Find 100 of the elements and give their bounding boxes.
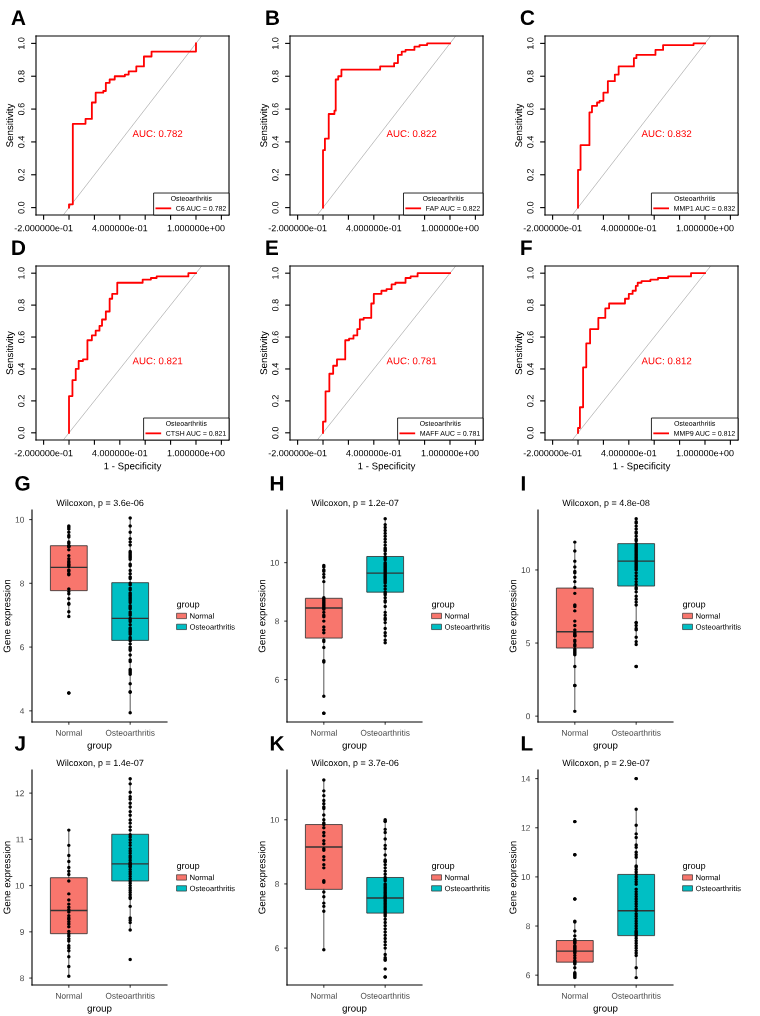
legend-title: group bbox=[342, 1006, 367, 1014]
y-axis-title: Gene expression bbox=[258, 579, 268, 653]
chart-title: J bbox=[14, 736, 25, 751]
y-tick-label: 0.8 bbox=[527, 70, 534, 83]
y-tick-label: 0.2 bbox=[527, 168, 534, 181]
x-tick-label: -2.000000e-01 bbox=[14, 224, 73, 232]
y-tick-label: 0.4 bbox=[272, 362, 279, 375]
chart-title: D bbox=[12, 240, 26, 255]
x-tick-label: 1.000000e+00 bbox=[167, 449, 225, 457]
x-tick-label: -2.000000e-01 bbox=[523, 449, 582, 457]
y-tick-label: 1.0 bbox=[18, 37, 25, 49]
x-tick-label: Osteoarthritis bbox=[360, 729, 410, 736]
text: Wilcoxon, p = 3.7e-06 bbox=[311, 759, 399, 768]
y-tick-label: 1.0 bbox=[18, 267, 25, 279]
y-tick-label: 0.2 bbox=[18, 395, 25, 407]
annotation: AUC: 0.822 bbox=[386, 130, 437, 138]
x-tick-label: Normal bbox=[56, 729, 82, 736]
text: Wilcoxon, p = 2.9e-07 bbox=[562, 759, 650, 768]
y-tick-label: 0.8 bbox=[18, 299, 25, 312]
y-axis-title: Sensitivity bbox=[6, 103, 16, 147]
y-tick-label: 0.2 bbox=[272, 395, 279, 407]
x-axis-title: group bbox=[431, 864, 455, 871]
y-tick-label: 0.6 bbox=[18, 103, 25, 115]
y-tick-label: 0.6 bbox=[18, 331, 25, 343]
y-tick-label: 8 bbox=[20, 975, 24, 982]
y-tick-label: 10 bbox=[521, 567, 531, 574]
chart-title: F bbox=[521, 240, 532, 255]
x-tick-label: 1.000000e+00 bbox=[167, 224, 225, 232]
x-tick-label: 1.000000e+00 bbox=[676, 449, 734, 457]
y-tick-label: 6 bbox=[275, 945, 279, 952]
y-tick-label: 0.6 bbox=[272, 103, 279, 115]
y-tick-label: 11 bbox=[16, 836, 24, 843]
y-tick-label: 0.0 bbox=[527, 201, 534, 214]
y-tick-label: 0.4 bbox=[527, 135, 534, 148]
annotation: AUC: 0.832 bbox=[641, 130, 692, 138]
x-tick-label: -2.000000e-01 bbox=[268, 224, 327, 232]
x-tick-label: -2.000000e-01 bbox=[523, 224, 582, 232]
y-axis-title: Sensitivity bbox=[260, 103, 270, 147]
y-tick-label: 0.0 bbox=[272, 201, 279, 214]
annotation: AUC: 0.782 bbox=[132, 130, 183, 138]
x-axis-title: 1 - Specificity bbox=[613, 462, 671, 472]
chart-title: H bbox=[270, 476, 284, 491]
x-tick-label: Osteoarthritis bbox=[360, 992, 410, 999]
y-axis-title: Gene expression bbox=[258, 841, 268, 914]
legend-title: group bbox=[87, 743, 112, 751]
y-tick-label: 0.4 bbox=[527, 362, 534, 375]
y-tick-label: 14 bbox=[521, 775, 531, 782]
chart-title: C bbox=[520, 10, 535, 26]
chart-title: B bbox=[266, 10, 280, 25]
x-tick-label: 4.000000e-01 bbox=[92, 224, 148, 232]
x-tick-label: Normal bbox=[311, 729, 337, 736]
y-tick-label: 0.4 bbox=[18, 362, 25, 375]
y-tick-label: 0.2 bbox=[18, 168, 25, 181]
x-axis-title: 1 - Specificity bbox=[358, 462, 416, 472]
y-tick-label: 10 bbox=[15, 516, 25, 523]
legend-title: group bbox=[342, 743, 367, 751]
y-tick-label: 6 bbox=[526, 972, 530, 979]
y-axis-title: Sensitivity bbox=[515, 331, 525, 375]
y-tick-label: 10 bbox=[521, 874, 531, 880]
y-tick-label: 0.2 bbox=[272, 168, 279, 181]
y-tick-label: 0.2 bbox=[527, 395, 534, 407]
x-axis-title: group bbox=[176, 602, 200, 610]
x-axis-title: group bbox=[431, 602, 455, 610]
x-axis-title: group bbox=[176, 864, 200, 871]
x-tick-label: -2.000000e-01 bbox=[268, 449, 327, 457]
chart-title: A bbox=[11, 10, 26, 25]
chart-title: E bbox=[266, 240, 278, 255]
x-tick-label: 4.000000e-01 bbox=[601, 449, 657, 457]
chart-title: K bbox=[270, 736, 285, 751]
x-axis-title: 1 - Specificity bbox=[104, 462, 162, 472]
x-tick-label: 4.000000e-01 bbox=[346, 449, 402, 457]
x-tick-label: Normal bbox=[562, 992, 588, 999]
x-tick-label: 1.000000e+00 bbox=[676, 224, 734, 232]
x-tick-label: Osteoarthritis bbox=[105, 992, 155, 999]
y-tick-label: 0.4 bbox=[272, 135, 279, 148]
y-axis-title: Gene expression bbox=[509, 841, 519, 914]
y-tick-label: 10 bbox=[270, 559, 280, 566]
y-tick-label: 0.8 bbox=[272, 70, 279, 83]
x-tick-label: Osteoarthritis bbox=[611, 729, 661, 736]
x-tick-label: 4.000000e-01 bbox=[601, 224, 657, 232]
annotation: AUC: 0.781 bbox=[386, 357, 437, 365]
y-tick-label: 0.0 bbox=[18, 201, 25, 214]
x-axis-title: group bbox=[682, 602, 706, 610]
y-tick-label: 0.6 bbox=[527, 103, 534, 115]
y-tick-label: 8 bbox=[526, 923, 530, 930]
y-tick-label: 0.0 bbox=[272, 426, 279, 439]
y-tick-label: 9 bbox=[20, 929, 24, 935]
text: Wilcoxon, p = 4.8e-08 bbox=[562, 499, 650, 508]
legend-title: group bbox=[593, 743, 618, 751]
legend-title: group bbox=[593, 1006, 618, 1014]
x-tick-label: -2.000000e-01 bbox=[14, 449, 73, 457]
y-tick-label: 0.8 bbox=[527, 299, 534, 312]
x-tick-label: Normal bbox=[56, 992, 82, 999]
y-tick-label: 6 bbox=[275, 676, 279, 683]
y-tick-label: 5 bbox=[526, 640, 531, 647]
x-tick-label: 4.000000e-01 bbox=[92, 449, 148, 457]
y-tick-label: 0 bbox=[526, 713, 531, 720]
y-tick-label: 8 bbox=[275, 881, 279, 888]
chart-title: I bbox=[521, 476, 525, 491]
y-tick-label: 12 bbox=[15, 790, 24, 797]
